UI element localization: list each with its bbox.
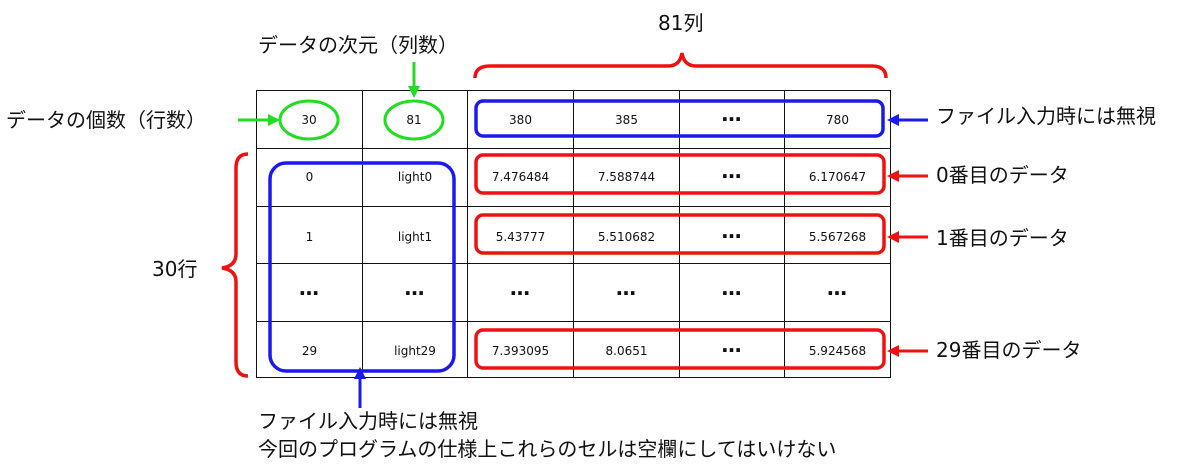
rows-label: 30行 bbox=[152, 257, 198, 281]
table-cell: 5.43777 bbox=[495, 230, 546, 244]
ignore-header-box bbox=[474, 99, 885, 138]
data1-box bbox=[474, 213, 886, 255]
data0-box bbox=[474, 153, 886, 195]
data1-label: 1番目のデータ bbox=[936, 226, 1069, 250]
table-cell: light29 bbox=[394, 344, 436, 358]
table-cell: light1 bbox=[397, 230, 433, 244]
table-cell: 5.924568 bbox=[808, 344, 867, 358]
ignore-bottom-arrow bbox=[354, 367, 366, 408]
rows-brace bbox=[221, 152, 249, 378]
ignore-bottom-label-1: ファイル入力時には無視 bbox=[258, 409, 478, 433]
ignore-right-label: ファイル入力時には無視 bbox=[936, 104, 1156, 128]
columns-label: 81列 bbox=[658, 11, 704, 35]
table-cell: … bbox=[721, 219, 743, 243]
header-cell: … bbox=[721, 102, 743, 126]
table-cell: 7.588744 bbox=[597, 170, 656, 184]
table-cell: … bbox=[510, 276, 531, 300]
data29-label: 29番目のデータ bbox=[936, 338, 1082, 362]
table-cell: 6.170647 bbox=[808, 170, 867, 184]
data29-arrow bbox=[887, 345, 928, 357]
table-cell: … bbox=[827, 276, 848, 300]
dimension-label: データの次元（列数） bbox=[258, 33, 458, 57]
table-cell: … bbox=[404, 276, 426, 300]
table-cell: … bbox=[721, 333, 743, 357]
data0-arrow bbox=[887, 170, 928, 182]
table-cell: … bbox=[721, 276, 743, 300]
count-arrow bbox=[238, 114, 280, 126]
columns-brace bbox=[473, 52, 888, 79]
table-cell: light0 bbox=[397, 170, 433, 184]
table-cell: 29 bbox=[301, 344, 318, 358]
dimension-arrow bbox=[408, 62, 420, 98]
ignore-right-arrow bbox=[887, 114, 928, 126]
table-cell: … bbox=[299, 276, 320, 300]
data1-arrow bbox=[887, 231, 928, 243]
header-cell: 380 bbox=[509, 113, 532, 127]
table-cell: 5.567268 bbox=[808, 230, 867, 244]
ignore-bottom-label-2: 今回のプログラムの仕様上これらのセルは空欄にしてはいけない bbox=[258, 437, 837, 461]
header-cell: 30 bbox=[301, 113, 317, 127]
table-cell: 0 bbox=[305, 170, 314, 184]
header-cell: 780 bbox=[826, 113, 849, 127]
table-cell: 8.0651 bbox=[605, 344, 648, 358]
header-cell: 81 bbox=[406, 113, 422, 127]
table-cell: … bbox=[721, 159, 743, 183]
table-cell: 7.393095 bbox=[491, 344, 550, 358]
header-cell: 385 bbox=[615, 113, 638, 127]
dimension-ellipse bbox=[383, 99, 445, 141]
table-cell: … bbox=[616, 276, 637, 300]
data29-box bbox=[474, 328, 886, 370]
data0-label: 0番目のデータ bbox=[936, 163, 1069, 187]
table-cell: 1 bbox=[305, 230, 314, 244]
table-cell: 5.510682 bbox=[597, 230, 656, 244]
table-cell: 7.476484 bbox=[491, 170, 550, 184]
count-label: データの個数（行数） bbox=[6, 108, 206, 132]
